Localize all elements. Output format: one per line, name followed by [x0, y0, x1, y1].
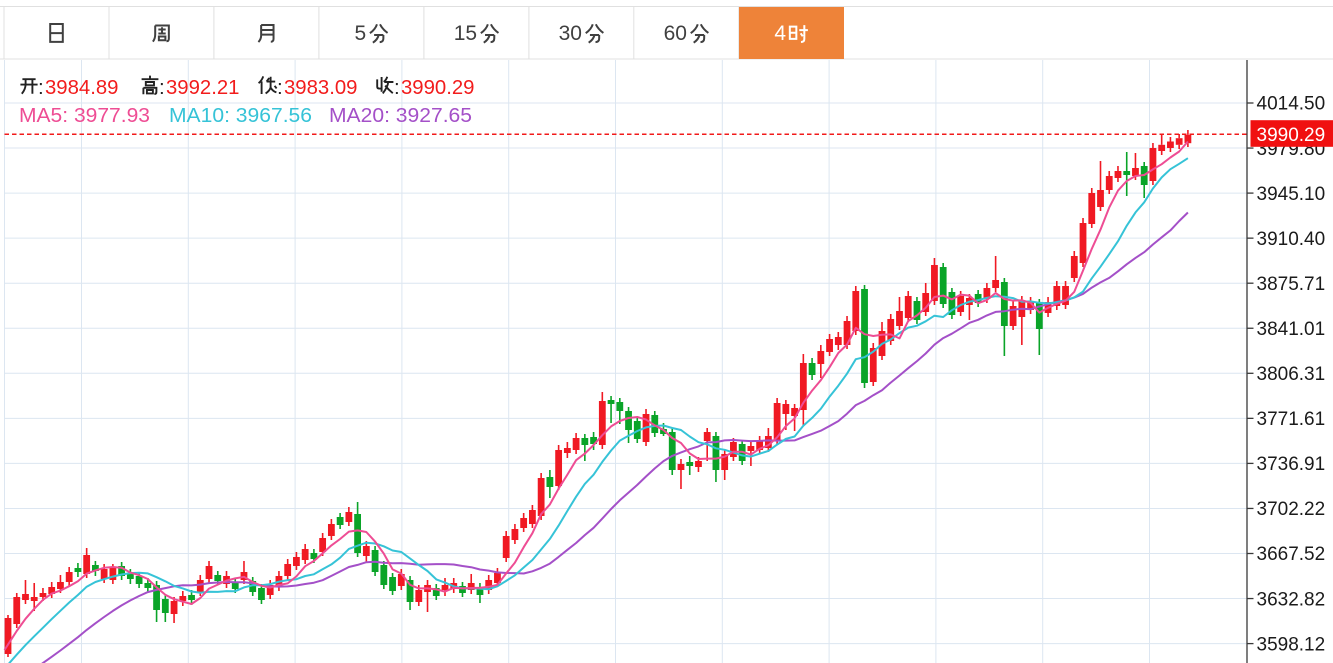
svg-text:3910.40: 3910.40 [1257, 229, 1326, 250]
svg-text:30: 30 [559, 22, 582, 45]
svg-text:3984.89: 3984.89 [45, 76, 119, 99]
svg-text:3632.82: 3632.82 [1257, 589, 1326, 610]
svg-text::: : [159, 76, 165, 99]
svg-text:3771.61: 3771.61 [1257, 409, 1326, 430]
svg-text:MA20: 3927.65: MA20: 3927.65 [329, 104, 472, 127]
svg-text::: : [38, 76, 44, 99]
svg-text:3598.12: 3598.12 [1257, 634, 1326, 655]
svg-text:3736.91: 3736.91 [1257, 454, 1326, 475]
svg-text:4014.50: 4014.50 [1257, 94, 1326, 115]
svg-text:15: 15 [454, 22, 477, 45]
svg-text:3945.10: 3945.10 [1257, 184, 1326, 205]
svg-text:3875.71: 3875.71 [1257, 274, 1326, 295]
svg-text:3667.52: 3667.52 [1257, 544, 1326, 565]
svg-text:60: 60 [664, 22, 687, 45]
svg-text::: : [394, 76, 400, 99]
svg-text:MA5: 3977.93: MA5: 3977.93 [19, 104, 150, 127]
svg-text:3806.31: 3806.31 [1257, 364, 1326, 385]
svg-text:MA10: 3967.56: MA10: 3967.56 [169, 104, 312, 127]
svg-text:3841.01: 3841.01 [1257, 319, 1326, 340]
svg-text:3702.22: 3702.22 [1257, 499, 1326, 520]
svg-text:5: 5 [355, 22, 367, 45]
svg-text::: : [277, 76, 283, 99]
svg-text:3983.09: 3983.09 [284, 76, 358, 99]
svg-text:4: 4 [774, 22, 786, 45]
svg-text:3990.29: 3990.29 [401, 76, 475, 99]
svg-text:3990.29: 3990.29 [1257, 125, 1326, 146]
svg-text:3992.21: 3992.21 [166, 76, 240, 99]
